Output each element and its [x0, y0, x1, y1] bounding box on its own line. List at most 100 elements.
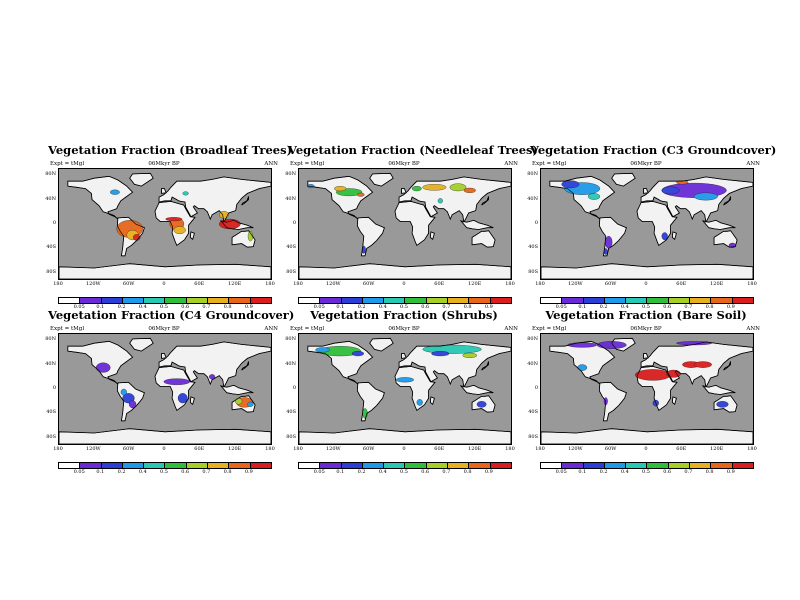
colorbar-swatch — [229, 463, 251, 468]
colorbar-label: 0.6 — [421, 469, 430, 475]
colorbar-label: 0.4 — [620, 469, 629, 475]
colorbar-swatch — [490, 463, 511, 468]
colorbar — [540, 297, 754, 304]
colorbar-label: 0.05 — [555, 304, 567, 310]
colorbar-swatch — [144, 463, 166, 468]
lon-tick-label: 60E — [194, 281, 205, 287]
veg-shade — [476, 401, 487, 408]
colorbar-swatch — [490, 298, 511, 303]
experiment-label: Expt = tMgl — [532, 326, 567, 332]
lon-tick-label: 180 — [535, 446, 545, 452]
colorbar — [298, 297, 512, 304]
veg-shade — [431, 351, 450, 357]
colorbar-label: 0.9 — [244, 304, 253, 310]
colorbar-swatch — [469, 298, 491, 303]
colorbar-label: 0.6 — [421, 304, 430, 310]
colorbar-label: 0.6 — [663, 469, 672, 475]
colorbar-swatch — [647, 298, 669, 303]
lat-tick-label: 80N — [285, 336, 296, 343]
lon-tick-label: 120E — [710, 446, 724, 452]
veg-shade — [165, 217, 183, 222]
lon-tick-label: 60E — [434, 446, 445, 452]
world-map — [58, 333, 272, 445]
colorbar-swatch — [122, 298, 145, 303]
colorbar-swatch — [341, 463, 363, 468]
colorbar-label: 0.6 — [181, 304, 190, 310]
colorbar-label: 0.9 — [726, 469, 735, 475]
colorbar-swatch — [711, 298, 733, 303]
colorbar-label: 0.5 — [160, 304, 168, 310]
world-map — [298, 168, 512, 280]
veg-shade — [577, 364, 588, 371]
colorbar-labels: 0.05 0.1 0.2 0.4 0.5 0.6 0.7 0.8 0.9 — [540, 304, 752, 312]
map-panel: Vegetation Fraction (Broadleaf Trees) Exp… — [45, 143, 293, 318]
colorbar-label: 0.8 — [463, 469, 472, 475]
veg-shade — [449, 183, 467, 192]
lat-tick-label: 80N — [285, 171, 296, 178]
period-label: 06Mkyr BP — [148, 326, 180, 332]
colorbar-label: 0.7 — [202, 469, 211, 475]
veg-shade — [411, 186, 422, 192]
panel-title: Vegetation Fraction (Broadleaf Trees) — [48, 143, 293, 157]
world-map — [540, 168, 754, 280]
lon-tick-label: 180 — [293, 446, 303, 452]
lat-tick-label: 40S — [46, 409, 56, 416]
colorbar-label: 0.2 — [357, 304, 366, 310]
colorbar-label: 0.5 — [400, 469, 408, 475]
colorbar-swatch — [320, 298, 342, 303]
colorbar-label: 0.5 — [642, 304, 650, 310]
colorbar-swatch — [208, 298, 230, 303]
lon-tick-label: 0 — [162, 446, 166, 452]
lat-tick-label: 80S — [528, 268, 538, 275]
colorbar-swatch — [562, 298, 584, 303]
lon-tick-label: 0 — [644, 281, 648, 287]
veg-shade — [120, 388, 127, 396]
colorbar-labels: 0.05 0.1 0.2 0.4 0.5 0.6 0.7 0.8 0.9 — [298, 304, 510, 312]
colorbar-label: 0.9 — [484, 304, 493, 310]
colorbar — [58, 297, 272, 304]
lat-tick-label: 80N — [45, 336, 56, 343]
veg-shade — [437, 198, 443, 204]
veg-shade — [463, 187, 476, 193]
lat-tick-label: 40S — [286, 244, 296, 251]
lon-tick-label: 120W — [567, 281, 583, 287]
colorbar-label: 0.05 — [313, 469, 325, 475]
colorbar-swatch — [690, 463, 712, 468]
lon-tick-label: 0 — [402, 281, 406, 287]
veg-shade — [219, 218, 241, 230]
map-panel: Vegetation Fraction (Needleleaf Trees) Ex… — [285, 143, 538, 318]
colorbar-label: 0.1 — [336, 304, 345, 310]
colorbar-swatch — [384, 298, 406, 303]
colorbar-swatch — [469, 463, 491, 468]
colorbar-label: 0.8 — [705, 469, 714, 475]
veg-shade — [661, 232, 668, 241]
colorbar-swatch — [165, 463, 187, 468]
lon-tick-label: 180 — [265, 446, 275, 452]
colorbar-swatch — [732, 298, 753, 303]
lat-tick-label: 80S — [286, 433, 296, 440]
veg-shade — [315, 347, 330, 353]
veg-shade — [462, 352, 478, 358]
lon-tick-label: 120W — [325, 281, 341, 287]
colorbar-label: 0.8 — [223, 304, 232, 310]
colorbar-label: 0.4 — [620, 304, 629, 310]
veg-shade — [587, 193, 601, 200]
colorbar-swatch — [711, 463, 733, 468]
colorbar-swatch — [299, 463, 321, 468]
lat-tick-label: 0 — [292, 385, 296, 391]
colorbar-label: 0.2 — [117, 304, 126, 310]
colorbar-swatch — [341, 298, 363, 303]
colorbar-swatch — [59, 463, 81, 468]
veg-shade — [209, 374, 216, 380]
colorbar-label: 0.9 — [726, 304, 735, 310]
colorbar-label: 0.8 — [223, 469, 232, 475]
colorbar-label: 0.8 — [463, 304, 472, 310]
colorbar-label: 0.05 — [73, 469, 85, 475]
veg-shade — [693, 361, 712, 368]
veg-shade — [635, 369, 671, 381]
season-label: ANN — [504, 326, 518, 332]
colorbar-swatch — [165, 298, 187, 303]
veg-shade — [182, 191, 189, 196]
colorbar-swatch — [626, 298, 648, 303]
colorbar-swatch — [144, 298, 166, 303]
